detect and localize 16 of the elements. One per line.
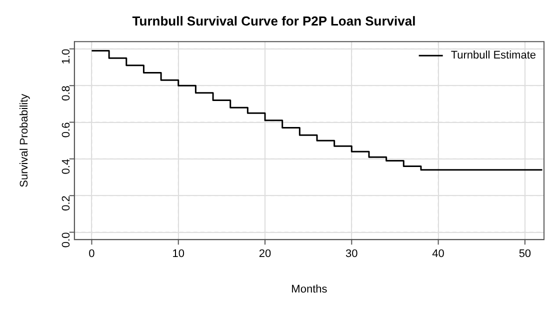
x-tick-label: 40 (432, 248, 444, 260)
chart-title: Turnbull Survival Curve for P2P Loan Survival (132, 13, 416, 28)
y-tick-label: 0.2 (60, 196, 72, 211)
x-tick-label: 20 (258, 248, 272, 260)
x-axis-title: Months (291, 283, 328, 296)
x-tick-label: 0 (88, 248, 95, 260)
y-tick-label: 1.0 (60, 48, 72, 64)
x-tick-label: 10 (172, 248, 184, 260)
x-tick-label: 50 (518, 248, 532, 260)
y-tick-label: 0.6 (60, 122, 72, 138)
x-tick-label: 30 (346, 248, 358, 260)
y-tick-label: 0.0 (60, 232, 72, 248)
legend-label: Turnbull Estimate (450, 50, 536, 62)
y-tick-label: 0.4 (60, 158, 72, 174)
y-tick-label: 0.8 (60, 86, 72, 101)
y-axis-title: Survival Probability (18, 93, 31, 188)
